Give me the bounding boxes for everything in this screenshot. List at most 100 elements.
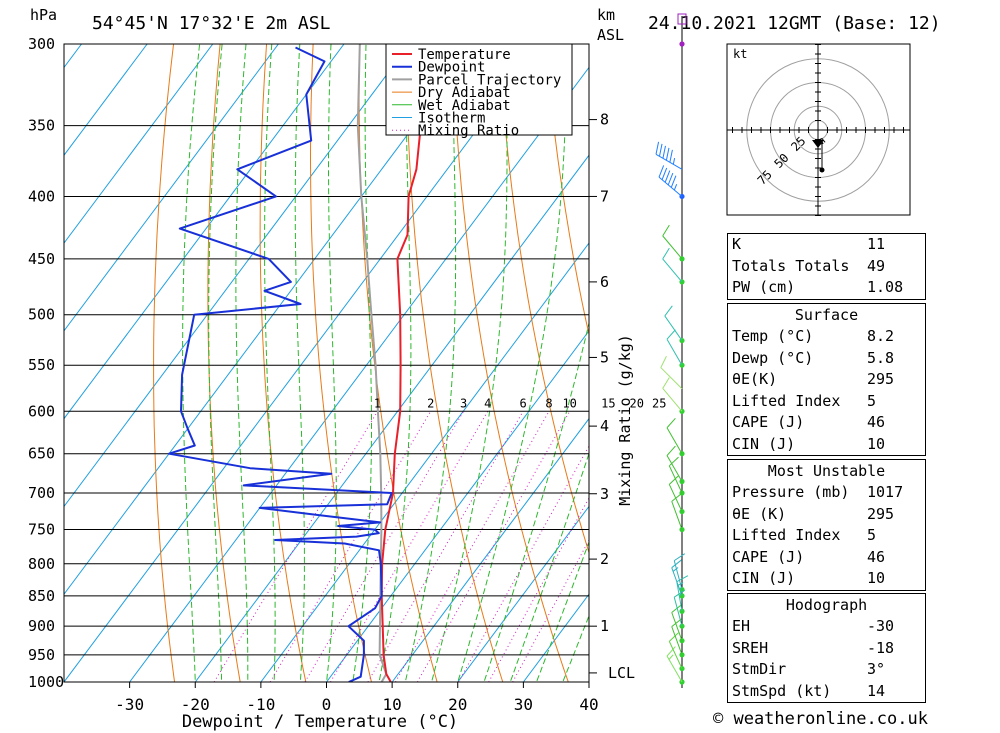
hodo-value: -18 [867,638,895,657]
dry-adiabat-line [452,44,569,682]
wind-barb-flag [666,646,676,657]
hodo-row: EH -30 [728,616,925,638]
mu-row: Pressure (mb) 1017 [728,482,925,504]
index-row-k: K 11 [728,234,925,256]
mixing-ratio-label: 15 [601,396,615,410]
isotherm-line [391,417,589,682]
wind-level-dot [679,638,685,644]
mu-label: Lifted Index [732,526,841,544]
wind-barb-shaft [671,501,683,530]
surface-value: 8.2 [867,327,895,345]
index-label: Totals Totals [732,256,850,275]
mu-value: 5 [867,526,877,544]
wind-barb-flag [671,604,682,613]
hodo-label: EH [732,617,751,635]
hodo-label: SREH [732,638,769,657]
surface-label: θE(K) [732,370,778,388]
surface-row: CIN (J) 10 [728,434,925,456]
mu-label: θE (K) [732,504,787,523]
wind-barb-shaft [660,367,683,390]
wet-adiabat-line [326,44,337,682]
wind-barb-shaft [666,338,683,366]
wind-barb-shaft [662,258,683,283]
wind-barb-shaft [662,235,683,260]
surface-value: 10 [867,434,886,453]
mu-value: 295 [867,504,895,523]
mu-label: Pressure (mb) [732,483,850,501]
temperature-tick-label: -10 [246,695,275,714]
pressure-tick-label: 650 [28,445,55,463]
mixing-ratio-label: 20 [630,396,644,410]
mu-row: θE (K) 295 [728,504,925,526]
wind-barb-shaft [676,581,683,612]
mixing-ratio-axis-title: Mixing Ratio (g/kg) [616,334,634,506]
surface-row: Lifted Index 5 [728,391,925,413]
index-label: K [732,235,742,253]
wet-adiabat-line [457,44,568,682]
wind-barb-flag [662,247,670,260]
altitude-tick-label: 8 [600,111,609,129]
index-row-totals: Totals Totals 49 [728,256,925,278]
most-unstable-table: Most Unstable Pressure (mb) 1017 θE (K) 29… [727,459,926,591]
surface-label: CAPE (J) [732,413,805,431]
legend-label: Parcel Trajectory [418,72,561,88]
surface-title: Surface [794,306,859,324]
legend-label: Dry Adiabat [418,85,511,101]
wind-barb-half-flag [672,567,679,572]
plot-area: 3003504004505005506006507007508008509009… [28,35,666,714]
plot-frame [63,43,590,683]
wind-barb-flag [655,141,660,155]
legend-label: Dewpoint [418,60,485,76]
mixing-ratio-line [269,411,432,682]
altitude-tick-label: 2 [600,550,609,568]
mu-row: Lifted Index 5 [728,525,925,547]
wind-barb-flag [667,172,674,186]
surface-label: Dewp (°C) [732,348,814,367]
x-axis-title: Dewpoint / Temperature (°C) [182,712,458,732]
wind-barb-flag [669,149,673,163]
wet-adiabat-line [430,44,508,682]
wind-barb-flag [666,445,676,456]
wind-barb-shaft [673,597,683,627]
mixing-ratio-label: 8 [545,396,552,410]
background-lines [64,44,589,682]
hodo-row: StmSpd (kt) 14 [728,681,925,703]
pressure-tick-label: 500 [28,306,55,324]
hodograph-storm-marker [812,140,824,148]
surface-value: 5.8 [867,348,895,367]
wind-barb-shaft [666,455,683,482]
temperature-tick-label: 0 [322,695,332,714]
altitude-tick-label: 5 [600,348,609,366]
wind-barb-shaft [662,388,683,412]
wind-level-dot [679,665,685,672]
hodograph-table: Hodograph EH -30 SREH -18 StmDir 3° StmSpd … [727,593,926,703]
temperature-tick-label: -20 [181,695,210,714]
wind-barb-shaft [671,567,683,597]
wet-adiabat-line [562,614,589,682]
dry-adiabat-line [309,44,372,682]
wind-barb-shaft [671,612,683,641]
index-value: 11 [867,235,886,253]
wind-level-dot [679,41,685,47]
mixing-ratio-line [458,445,589,682]
wet-adiabat-line [264,44,276,682]
surface-label: CIN (J) [732,434,796,453]
wind-barb-shaft [668,484,683,512]
altitude-tick-label: 4 [600,417,609,435]
wind-barb-flag [668,456,679,467]
mixing-ratio-label: 3 [460,396,467,410]
altitude-tick-label: 6 [600,273,609,291]
wet-adiabat-line [294,44,305,682]
dewpoint-line [168,46,393,682]
altitude-axis: 8 7 6 5 4 3 2 1 LCL [589,111,635,682]
pressure-tick-label: 600 [28,402,55,420]
isotherm-line [129,66,589,682]
pressure-tick-label: 400 [28,187,55,205]
altitude-tick-label: 7 [600,187,609,205]
isotherm-line [64,44,214,244]
wind-level-dot [679,652,685,658]
legend-label: Isotherm [418,111,485,127]
wet-adiabat-line [208,44,223,682]
temperature-tick-label: 20 [448,695,467,714]
